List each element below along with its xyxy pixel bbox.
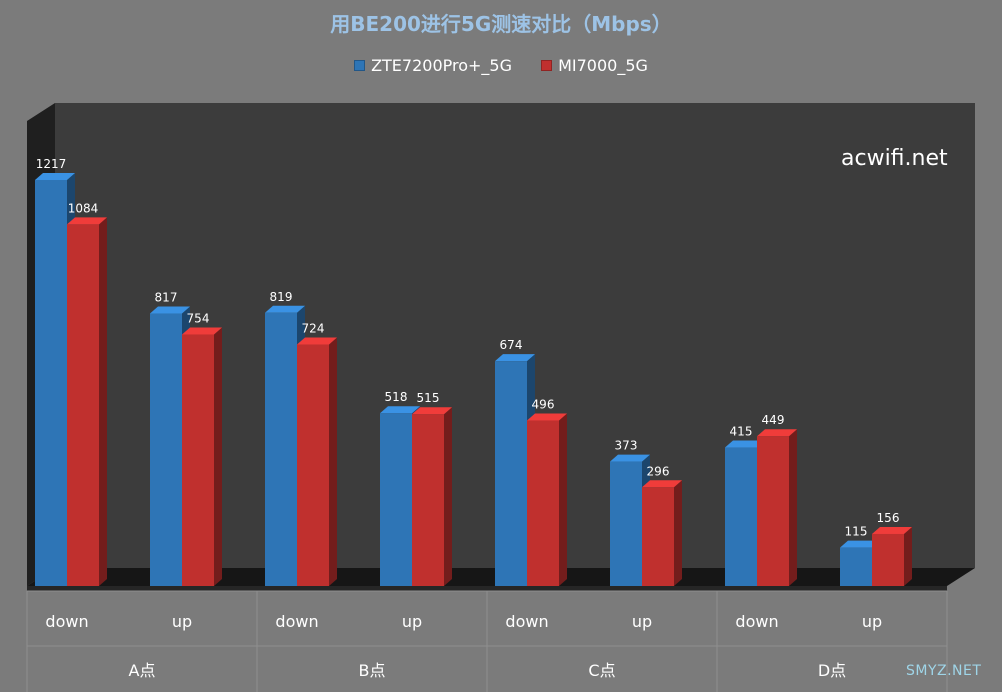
x-tick-label: up bbox=[172, 612, 192, 631]
bar bbox=[265, 312, 297, 586]
bar-top bbox=[495, 354, 535, 362]
bar bbox=[297, 344, 329, 586]
x-tick-label: down bbox=[735, 612, 778, 631]
data-label: 515 bbox=[417, 391, 440, 405]
bar-top bbox=[610, 454, 650, 462]
bar bbox=[610, 461, 642, 586]
bar-side bbox=[559, 413, 567, 586]
data-label: 518 bbox=[385, 390, 408, 404]
x-tick-label: down bbox=[505, 612, 548, 631]
bar-top bbox=[35, 173, 75, 180]
bar-top bbox=[642, 480, 682, 488]
bar-top bbox=[840, 540, 880, 548]
chart-title: 用BE200进行5G测速对比（Mbps） bbox=[330, 12, 672, 36]
bar-top bbox=[527, 413, 567, 421]
bar-side bbox=[444, 407, 452, 586]
legend-label-mi: MI7000_5G bbox=[558, 56, 648, 75]
bar-side bbox=[904, 526, 912, 586]
x-tick-label: down bbox=[45, 612, 88, 631]
legend-item-zte: ZTE7200Pro+_5G bbox=[354, 56, 512, 75]
data-label: 415 bbox=[730, 425, 753, 439]
data-label: 819 bbox=[270, 290, 293, 304]
bar-top bbox=[872, 526, 912, 534]
bar-top bbox=[265, 305, 305, 313]
bar bbox=[840, 547, 872, 586]
watermark-acwifi: acwifi.net bbox=[841, 146, 948, 171]
legend-label-zte: ZTE7200Pro+_5G bbox=[371, 56, 512, 75]
watermark-smyz: SMYZ.NET bbox=[906, 663, 982, 679]
bar-top bbox=[182, 327, 222, 335]
chart-legend: ZTE7200Pro+_5G MI7000_5G bbox=[0, 56, 1002, 75]
bar-top bbox=[67, 217, 107, 225]
bar-top bbox=[380, 406, 420, 414]
x-tick-label: up bbox=[632, 612, 652, 631]
bar bbox=[725, 447, 757, 586]
bar-side bbox=[674, 480, 682, 586]
group-label: D点 bbox=[818, 661, 846, 680]
bar bbox=[642, 487, 674, 586]
data-label: 296 bbox=[647, 464, 670, 478]
bar bbox=[35, 180, 67, 586]
x-tick-label: up bbox=[862, 612, 882, 631]
bar bbox=[872, 533, 904, 586]
bar bbox=[412, 414, 444, 586]
bar-top bbox=[725, 440, 765, 448]
data-label: 449 bbox=[762, 413, 785, 427]
bar bbox=[527, 420, 559, 586]
bar bbox=[150, 313, 182, 586]
legend-swatch-mi bbox=[541, 60, 553, 71]
bar bbox=[182, 334, 214, 586]
bar-top bbox=[297, 337, 337, 345]
bar-top bbox=[757, 429, 797, 437]
bar bbox=[380, 413, 412, 586]
x-tick-label: up bbox=[402, 612, 422, 631]
group-label: B点 bbox=[359, 661, 386, 680]
bar bbox=[757, 436, 789, 586]
x-tick-label: down bbox=[275, 612, 318, 631]
bar-side bbox=[214, 327, 222, 586]
data-label: 1217 bbox=[36, 157, 67, 171]
data-label: 817 bbox=[155, 290, 178, 304]
data-label: 156 bbox=[877, 511, 900, 525]
group-label: A点 bbox=[129, 661, 156, 680]
bar bbox=[67, 224, 99, 587]
data-label: 724 bbox=[302, 321, 325, 335]
bar-side bbox=[789, 429, 797, 586]
data-label: 373 bbox=[615, 439, 638, 453]
data-label: 496 bbox=[532, 398, 555, 412]
data-label: 115 bbox=[845, 525, 868, 539]
bar bbox=[495, 361, 527, 586]
bar-side bbox=[99, 217, 107, 587]
bar-side bbox=[329, 337, 337, 586]
bar-top bbox=[412, 407, 452, 415]
data-label: 754 bbox=[187, 311, 210, 325]
legend-swatch-zte bbox=[354, 60, 366, 71]
chart-floor-edge bbox=[27, 586, 947, 591]
data-label: 1084 bbox=[68, 201, 99, 215]
legend-item-mi: MI7000_5G bbox=[541, 56, 648, 75]
data-label: 674 bbox=[500, 338, 523, 352]
group-label: C点 bbox=[588, 661, 615, 680]
bar-top bbox=[150, 306, 190, 314]
